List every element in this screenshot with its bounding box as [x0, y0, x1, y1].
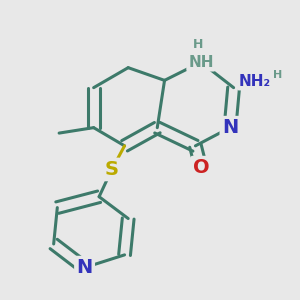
- Text: S: S: [105, 160, 119, 179]
- Text: H: H: [273, 70, 282, 80]
- Text: NH: NH: [188, 55, 214, 70]
- Text: H: H: [192, 38, 203, 51]
- Text: O: O: [193, 158, 209, 177]
- Text: NH₂: NH₂: [239, 74, 271, 88]
- Text: N: N: [222, 118, 238, 137]
- Text: N: N: [76, 258, 93, 277]
